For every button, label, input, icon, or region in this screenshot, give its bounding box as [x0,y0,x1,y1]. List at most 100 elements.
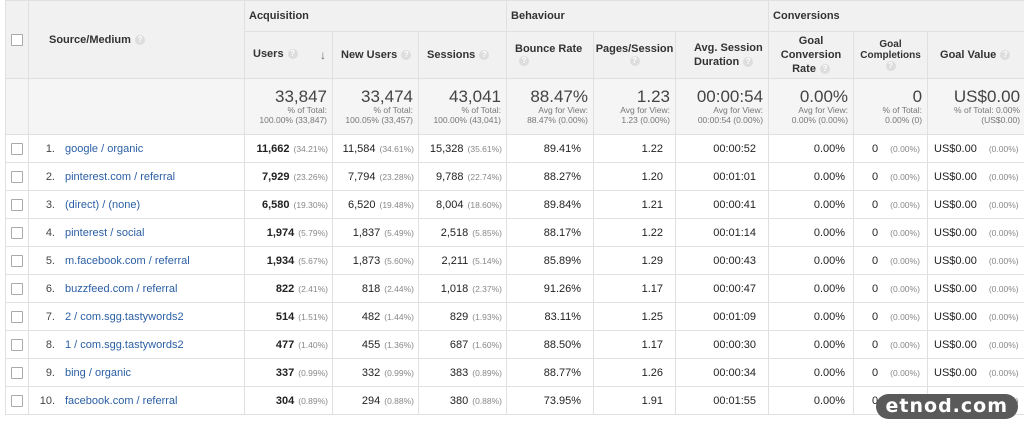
checkbox-icon[interactable] [11,142,23,155]
help-icon[interactable]: ? [743,57,754,68]
help-icon[interactable]: ? [519,56,530,67]
goal-completions-label: Goal Completions [860,38,921,61]
row-select-cell[interactable] [5,134,29,163]
source-medium-cell: 3. (direct) / (none) [28,190,245,219]
avg-session-duration-cell: 00:01:01 [675,162,770,191]
new-users-header[interactable]: New Users? [332,31,419,79]
goal-completions-cell: 0 (0.00%) [853,274,929,303]
help-icon[interactable]: ? [629,56,640,67]
row-select-cell[interactable] [5,218,29,247]
select-all-checkbox-icon[interactable] [11,33,23,46]
new-users-cell: 332 (0.99%) [332,358,419,387]
source-medium-cell: 10. facebook.com / referral [28,386,245,415]
new-users-cell: 294 (0.88%) [332,386,419,415]
row-select-cell[interactable] [5,302,29,331]
goal-conversion-rate-cell: 0.00% [768,330,855,359]
users-value: 6,580 [261,198,290,211]
users-header[interactable]: Users? ↓ [244,31,333,79]
new-users-pct: (5.49%) [384,227,414,238]
checkbox-icon[interactable] [11,170,23,183]
sessions-header[interactable]: Sessions? [417,31,508,79]
checkbox-icon[interactable] [11,282,23,295]
help-icon[interactable]: ? [134,34,145,45]
goal-value-header[interactable]: Goal Value? [927,31,1024,79]
source-medium-link[interactable]: m.facebook.com / referral [65,254,190,267]
goal-completions-value: 0 [872,394,879,407]
checkbox-icon[interactable] [11,310,23,323]
sort-arrow-down-icon[interactable]: ↓ [320,48,326,62]
goal-completions-value: 0 [872,226,879,239]
source-medium-link[interactable]: pinterest.com / referral [65,170,176,183]
total-sub: 88.47% (0.00%) [527,114,589,125]
pages-session-header[interactable]: Pages/Session? [593,31,677,79]
source-medium-cell: 2. pinterest.com / referral [28,162,245,191]
total-sub: 100.05% (33,457) [345,114,413,125]
new-users-pct: (19.48%) [379,199,415,210]
new-users-pct: (1.44%) [384,311,414,322]
source-medium-link[interactable]: buzzfeed.com / referral [65,282,178,295]
checkbox-icon[interactable] [11,394,23,407]
row-select-cell[interactable] [5,386,29,415]
users-pct: (0.89%) [298,395,328,406]
row-select-cell[interactable] [5,162,29,191]
row-select-cell[interactable] [5,190,29,219]
new-users-value: 294 [361,394,381,407]
goal-value-value: US$0.00 [934,254,977,267]
total-sub: % of Total: [882,105,923,115]
row-select-cell[interactable] [5,274,29,303]
new-users-cell: 7,794 (23.28%) [332,162,419,191]
help-icon[interactable]: ? [819,64,830,75]
source-medium-cell: 5. m.facebook.com / referral [28,246,245,275]
checkbox-icon[interactable] [11,254,23,267]
users-value: 1,934 [266,254,295,267]
goal-conversion-rate-cell: 0.00% [768,274,855,303]
total-sub: % of Total: [373,105,413,115]
help-icon[interactable]: ? [1000,50,1011,61]
source-medium-header[interactable]: Source/Medium? [28,0,245,79]
help-icon[interactable]: ? [287,49,298,60]
row-select-cell[interactable] [5,330,29,359]
users-cell: 11,662 (34.21%) [244,134,333,163]
goal-completions-header[interactable]: Goal Completions? [853,31,929,79]
total-value: US$0.00 [953,87,1021,106]
users-pct: (5.67%) [298,255,328,266]
help-icon[interactable]: ? [401,50,412,61]
goal-value-pct: (0.00%) [988,143,1019,154]
sessions-cell: 687 (1.60%) [417,330,508,359]
acquisition-group: Acquisition [243,0,508,32]
total-sub: Avg for View: [620,105,671,115]
source-medium-link[interactable]: bing / organic [65,366,132,379]
pages-session-cell: 1.25 [593,302,677,331]
pages-session-cell: 1.22 [593,218,677,247]
checkbox-icon[interactable] [11,226,23,239]
checkbox-icon[interactable] [11,198,23,211]
checkbox-icon[interactable] [11,366,23,379]
help-icon[interactable]: ? [885,60,896,71]
new-users-cell: 455 (1.36%) [332,330,419,359]
sessions-cell: 15,328 (35.61%) [417,134,508,163]
sessions-value: 380 [449,394,469,407]
totals-row: 33,847% of Total: 100.00% (33,847) 33,474… [5,78,1024,135]
bounce-rate-cell: 85.89% [506,246,595,275]
checkbox-icon[interactable] [11,338,23,351]
row-select-cell[interactable] [5,358,29,387]
source-medium-link[interactable]: 1 / com.sgg.tastywords2 [65,338,184,351]
source-medium-link[interactable]: pinterest / social [65,226,145,239]
total-sub: 100.00% (33,847) [259,114,327,125]
source-medium-link[interactable]: google / organic [65,142,144,155]
goal-conversion-rate-header[interactable]: Goal Conversion Rate? [768,31,855,79]
source-medium-link[interactable]: facebook.com / referral [65,394,178,407]
source-medium-link[interactable]: (direct) / (none) [65,198,141,211]
users-cell: 514 (1.51%) [244,302,333,331]
total-sub: Avg for View: [538,105,589,115]
help-icon[interactable]: ? [479,50,490,61]
source-medium-link[interactable]: 2 / com.sgg.tastywords2 [65,310,184,323]
bounce-rate-header[interactable]: Bounce Rate? [506,31,595,79]
users-value: 7,929 [261,170,290,183]
row-index: 7. [45,310,55,323]
goal-completions-value: 0 [872,338,879,351]
select-all-cell[interactable] [5,0,29,79]
avg-session-duration-header[interactable]: Avg. Session Duration? [675,31,770,79]
row-select-cell[interactable] [5,246,29,275]
sessions-pct: (1.60%) [472,339,503,350]
